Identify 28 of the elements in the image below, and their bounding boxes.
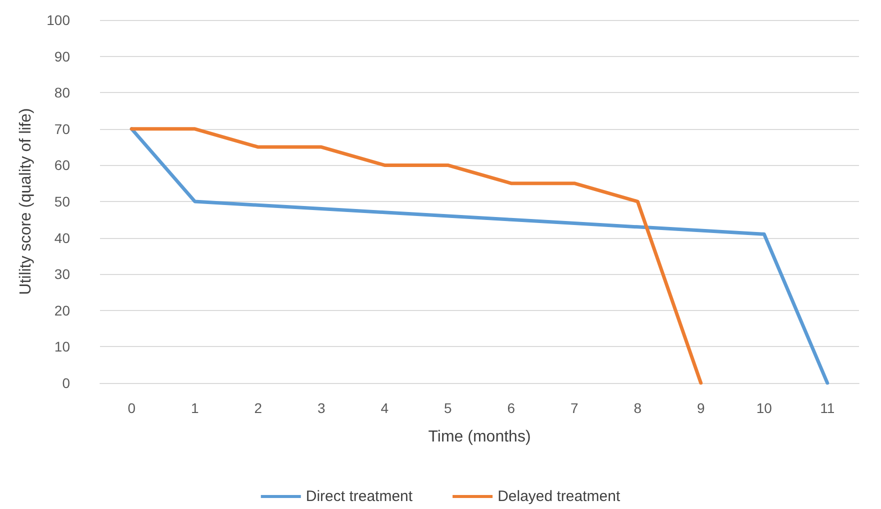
legend-label: Delayed treatment xyxy=(498,488,621,505)
x-axis-title: Time (months) xyxy=(428,428,531,446)
y-tick-label: 70 xyxy=(54,120,70,137)
x-tick-label: 11 xyxy=(820,400,835,416)
y-tick-label: 40 xyxy=(54,230,70,246)
x-tick-label: 8 xyxy=(634,400,642,416)
y-tick-label: 60 xyxy=(54,157,70,174)
y-tick-label: 90 xyxy=(54,48,70,64)
x-tick-label: 5 xyxy=(444,400,452,416)
y-axis-title: Utility score (quality of life) xyxy=(18,108,34,295)
legend-label: Direct treatment xyxy=(306,488,414,505)
y-tick-label: 0 xyxy=(62,375,70,391)
x-tick-label: 10 xyxy=(756,400,772,416)
y-tick-label: 100 xyxy=(46,12,70,28)
y-tick-label: 30 xyxy=(54,266,70,282)
x-tick-label: 4 xyxy=(380,400,389,416)
x-tick-label: 9 xyxy=(696,400,705,416)
x-tick-label: 7 xyxy=(570,400,578,416)
line-series xyxy=(130,127,703,385)
x-tick-label: 0 xyxy=(128,400,136,416)
y-tick-label: 10 xyxy=(54,338,70,355)
x-tick-label: 2 xyxy=(254,400,262,416)
y-tick-label: 80 xyxy=(54,84,70,101)
y-tick-label: 50 xyxy=(54,194,70,210)
x-tick-label: 3 xyxy=(317,400,326,416)
x-tick-label: 1 xyxy=(190,400,199,416)
y-tick-label: 20 xyxy=(54,302,70,318)
x-tick-label: 6 xyxy=(507,400,516,416)
